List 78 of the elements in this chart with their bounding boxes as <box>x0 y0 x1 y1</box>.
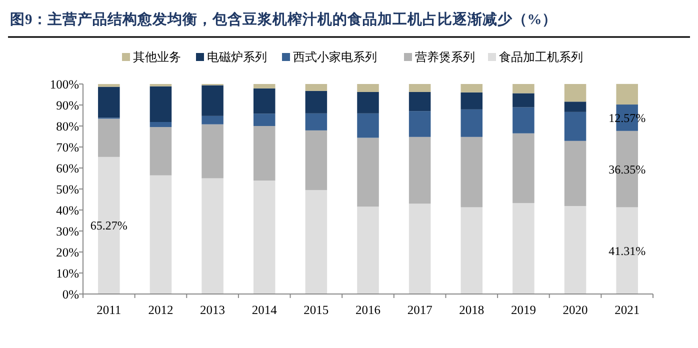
bar <box>253 114 276 126</box>
bar <box>512 84 534 94</box>
bar <box>98 86 120 118</box>
chart-title: 图9：主营产品结构愈发均衡，包含豆浆机榨汁机的食品加工机占比逐渐减少（%） <box>10 10 557 28</box>
bar <box>150 175 172 294</box>
bar <box>616 84 638 105</box>
y-tick-label: 60% <box>56 161 79 176</box>
bar <box>408 92 431 112</box>
bar <box>460 207 483 294</box>
legend-label: 西式小家电系列 <box>293 50 377 64</box>
bar <box>564 112 586 141</box>
y-tick-label: 100% <box>50 77 79 92</box>
x-tick-label: 2017 <box>407 303 432 317</box>
y-tick-label: 90% <box>56 98 79 112</box>
y-tick-label: 50% <box>56 182 79 196</box>
bar <box>512 133 534 204</box>
bar <box>150 122 172 128</box>
bar <box>512 203 534 294</box>
bar <box>305 84 328 91</box>
bar <box>357 92 379 114</box>
legend-label: 其他业务 <box>133 50 181 64</box>
bar <box>202 178 224 294</box>
x-tick-label: 2018 <box>459 303 484 317</box>
bar <box>408 84 431 92</box>
y-tick-label: 20% <box>56 245 79 260</box>
bar <box>202 116 224 124</box>
bar <box>512 93 534 108</box>
bar <box>357 138 379 207</box>
x-tick-label: 2019 <box>510 303 536 317</box>
y-tick-label: 40% <box>56 203 79 218</box>
x-tick-label: 2012 <box>148 303 174 317</box>
bar <box>98 84 120 87</box>
bar <box>357 113 379 138</box>
bar <box>357 206 379 294</box>
bar <box>460 109 483 137</box>
x-tick-label: 2011 <box>96 303 122 317</box>
bar <box>253 180 276 294</box>
bar <box>150 127 172 176</box>
x-tick-label: 2014 <box>252 303 278 317</box>
data-label: 41.31% <box>608 244 646 258</box>
legend-label: 食品加工机系列 <box>499 50 583 64</box>
bar <box>305 130 328 190</box>
bar <box>305 90 328 114</box>
y-tick-label: 10% <box>56 266 79 280</box>
x-tick-label: 2020 <box>562 303 588 317</box>
bar <box>357 84 379 92</box>
y-tick-label: 0% <box>62 287 79 302</box>
x-tick-label: 2015 <box>304 303 329 317</box>
bar <box>202 85 224 116</box>
bar <box>564 140 586 206</box>
bar <box>408 204 431 294</box>
data-label: 36.35% <box>608 162 646 176</box>
bar <box>564 102 586 112</box>
y-tick-label: 80% <box>56 119 79 134</box>
bar <box>202 124 224 178</box>
x-tick-label: 2016 <box>356 303 380 317</box>
bar <box>98 118 120 157</box>
bar <box>305 190 328 294</box>
y-tick-label: 70% <box>56 140 79 154</box>
bar <box>408 136 431 204</box>
x-tick-label: 2021 <box>614 303 640 317</box>
bar <box>460 84 483 92</box>
x-tick-label: 2013 <box>200 303 226 317</box>
y-tick-label: 30% <box>56 224 79 238</box>
legend-label: 营养煲系列 <box>415 50 475 64</box>
bar <box>460 136 483 208</box>
bar <box>253 88 276 114</box>
bar <box>512 107 534 134</box>
bar <box>564 206 586 294</box>
legend-label: 电磁炉系列 <box>207 50 267 64</box>
bar <box>564 84 586 102</box>
bar <box>408 111 431 137</box>
bar <box>253 84 276 88</box>
bar <box>305 113 328 130</box>
bar <box>460 92 483 110</box>
data-label: 65.27% <box>90 218 128 233</box>
bar <box>150 86 172 122</box>
bar <box>253 126 276 181</box>
